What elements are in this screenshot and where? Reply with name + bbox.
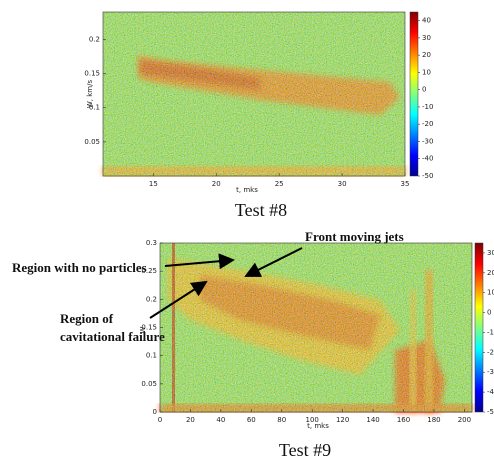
colorbar-tick-label: 10 <box>422 68 431 76</box>
y-axis-label: W <box>139 326 147 333</box>
colorbar-tick-label: 0 <box>422 86 426 94</box>
colorbar-tick-label: 40 <box>422 17 431 25</box>
y-tick-label: 0.2 <box>146 295 157 303</box>
y-tick-label: 0.2 <box>89 35 100 43</box>
annotation: Region of <box>60 311 114 326</box>
colorbar <box>474 242 484 413</box>
annotation: Region with no particles <box>12 260 147 275</box>
y-tick-label: 0.15 <box>141 324 157 332</box>
arrow <box>244 247 303 277</box>
x-axis-label: t, mks <box>307 422 329 430</box>
colorbar-tick-label: 10 <box>487 289 494 297</box>
colorbar-tick-label: -40 <box>487 388 494 396</box>
y-axis-label: W, km/s <box>86 80 94 109</box>
arrow <box>164 253 235 270</box>
colorbar-tick-label: -20 <box>422 120 433 128</box>
y-tick-label: 0 <box>153 408 157 416</box>
arrow <box>149 280 208 319</box>
x-tick-label: 60 <box>247 416 256 424</box>
x-tick-label: 20 <box>186 416 195 424</box>
colorbar-tick-label: 30 <box>487 249 494 257</box>
y-tick-label: 0.1 <box>146 352 157 360</box>
y-tick-label: 0.3 <box>146 239 157 247</box>
x-tick-label: 30 <box>338 180 347 188</box>
colorbar-tick-label: 20 <box>422 51 431 59</box>
annotation: Front moving jets <box>305 229 404 244</box>
x-tick-label: 160 <box>397 416 410 424</box>
colorbar-tick-label: -20 <box>487 348 494 356</box>
plot-frame <box>102 11 406 177</box>
x-tick-label: 200 <box>458 416 471 424</box>
colorbar-tick-label: -10 <box>487 328 494 336</box>
colorbar-tick-label: 30 <box>422 34 431 42</box>
x-tick-label: 180 <box>427 416 440 424</box>
colorbar-tick-label: -30 <box>487 368 494 376</box>
x-tick-label: 15 <box>149 180 158 188</box>
colorbar-tick-label: -40 <box>422 155 433 163</box>
colorbar-tick-label: 20 <box>487 269 494 277</box>
colorbar-tick-label: -50 <box>487 408 494 416</box>
y-tick-label: 0.15 <box>84 70 100 78</box>
x-tick-label: 25 <box>275 180 284 188</box>
x-tick-label: 20 <box>212 180 221 188</box>
y-tick-label: 0.1 <box>89 104 100 112</box>
x-axis-label: t, mks <box>236 186 258 194</box>
x-tick-label: 35 <box>401 180 410 188</box>
x-tick-label: 140 <box>366 416 379 424</box>
x-tick-label: 80 <box>277 416 286 424</box>
x-tick-label: 120 <box>336 416 349 424</box>
caption: Test #9 <box>279 440 331 460</box>
heatmap-2 <box>160 243 472 412</box>
colorbar-tick-label: 0 <box>487 309 491 317</box>
y-tick-label: 0.25 <box>141 267 157 275</box>
y-tick-label: 0.05 <box>141 380 157 388</box>
heatmap-1 <box>103 12 405 176</box>
x-tick-label: 0 <box>158 416 162 424</box>
caption: Test #8 <box>235 200 287 220</box>
colorbar <box>409 11 419 177</box>
colorbar-tick-label: -50 <box>422 172 433 180</box>
x-tick-label: 40 <box>216 416 225 424</box>
colorbar-tick-label: -10 <box>422 103 433 111</box>
x-tick-label: 100 <box>306 416 319 424</box>
y-tick-label: 0.05 <box>84 138 100 146</box>
annotation: cavitational failure <box>60 329 165 344</box>
colorbar-tick-label: -30 <box>422 137 433 145</box>
